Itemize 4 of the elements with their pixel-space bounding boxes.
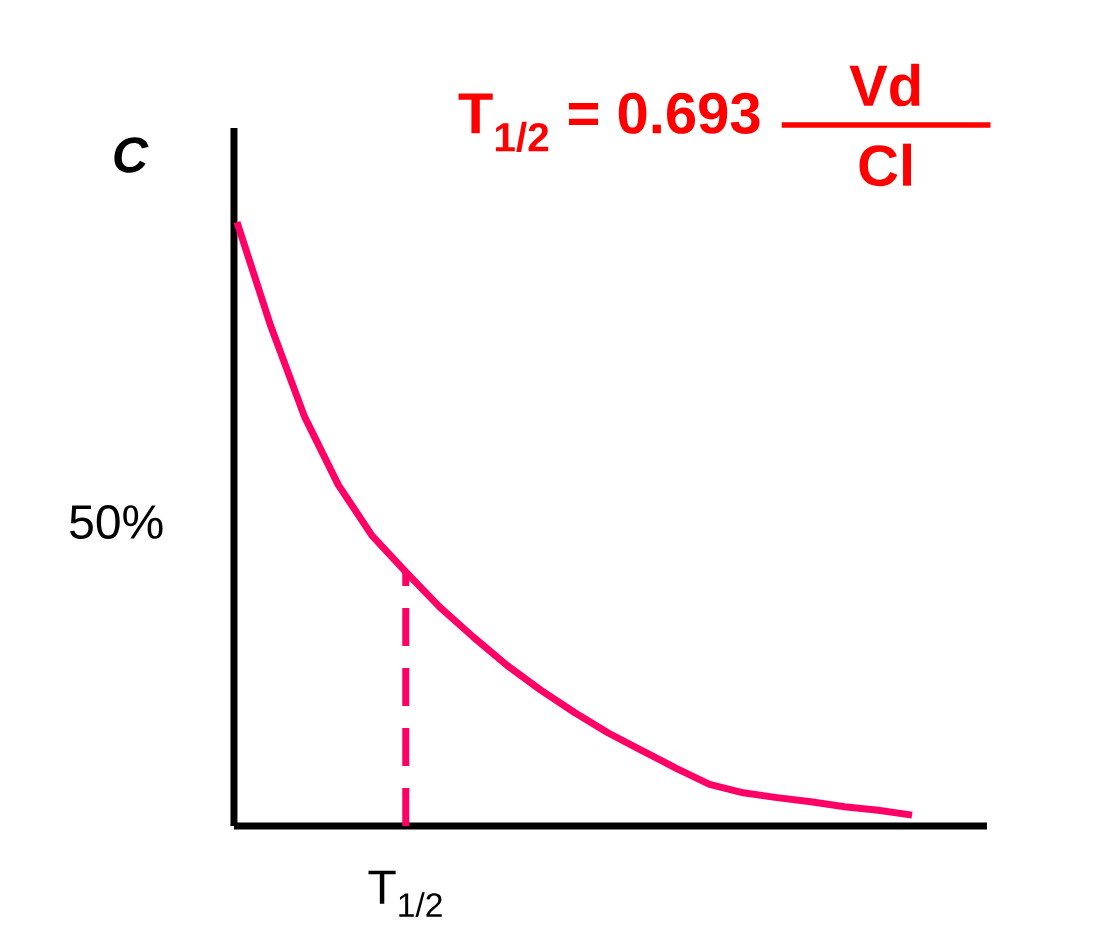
chart-title: $\textbf{T\textsubscript{1/2} = 0.693}\;\;{{\hbox to 3.6em{\hss\textbf{Vd}\hss}}\above 4pt{\textbf{Cl}}}$	[458, 63, 991, 187]
y-axis-title: C	[114, 137, 149, 173]
text: 50%	[70, 505, 163, 539]
text: T$_{1/2}$	[368, 870, 442, 917]
